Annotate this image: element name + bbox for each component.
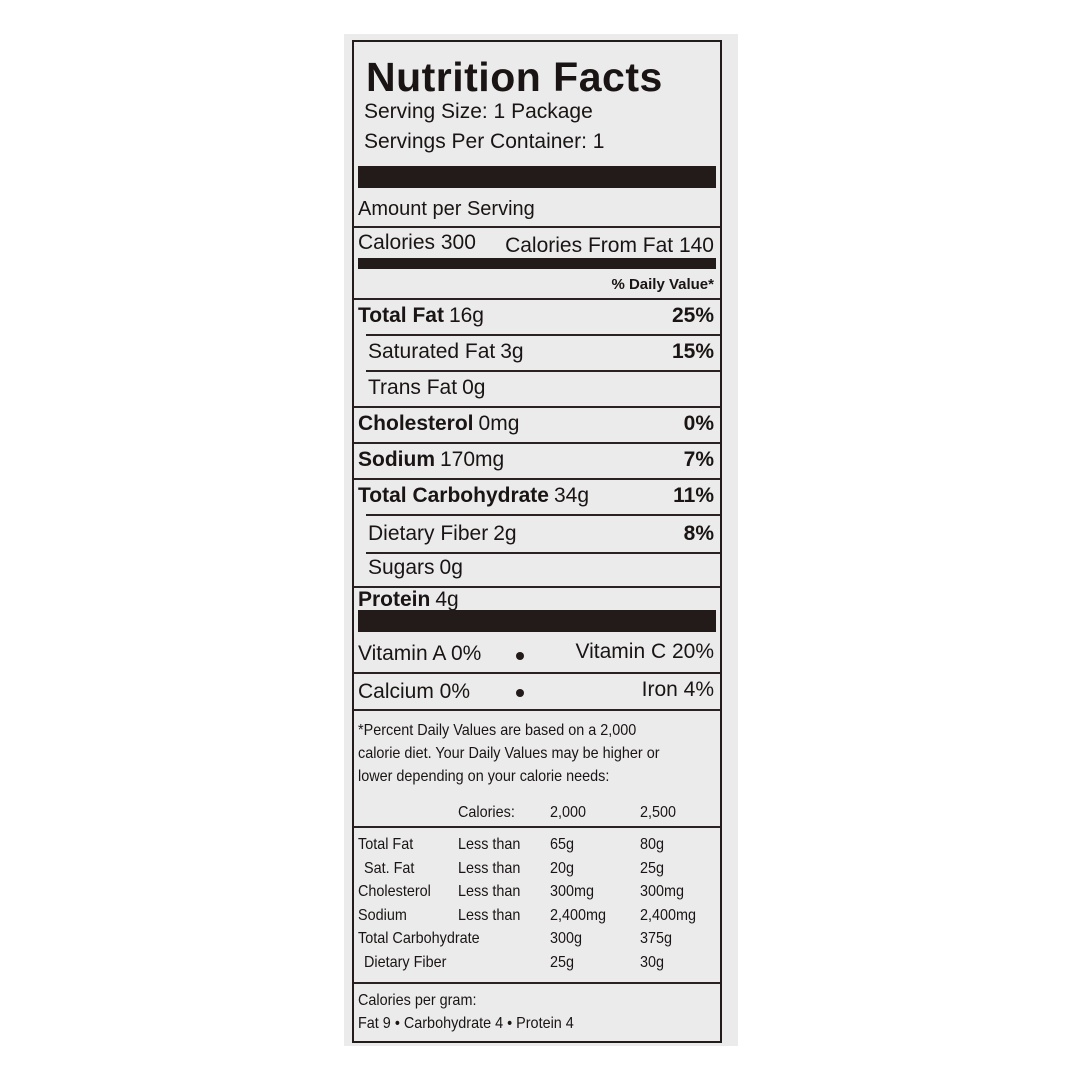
nutrient-daily-value: 11% bbox=[673, 484, 714, 507]
nutrient-daily-value: 7% bbox=[683, 448, 714, 471]
iron: Iron 4% bbox=[641, 678, 714, 701]
daily-value-header: % Daily Value* bbox=[611, 276, 714, 293]
divider bbox=[366, 514, 720, 516]
nutrient-name: Sugars bbox=[368, 556, 435, 579]
nutrient-daily-value: 8% bbox=[683, 522, 714, 545]
nutrient-name: Saturated Fat bbox=[368, 340, 496, 363]
nutrient-name: Total Fat bbox=[358, 304, 444, 327]
nutrient-row: Protein 4g bbox=[358, 588, 459, 612]
dv-table-cell: Less than bbox=[458, 883, 521, 900]
divider bbox=[354, 298, 720, 300]
divider bbox=[366, 370, 720, 372]
nutrient-row: Sodium 170mg bbox=[358, 448, 504, 472]
dv-table-cell: Total Carbohydrate bbox=[358, 930, 480, 947]
nutrient-name: Protein bbox=[358, 588, 431, 611]
dv-table-cell: 375g bbox=[640, 930, 673, 947]
amount-per-serving: Amount per Serving bbox=[358, 198, 535, 220]
nutrient-row: Sugars 0g bbox=[368, 556, 463, 580]
dv-table-cell: Total Fat bbox=[358, 836, 414, 853]
footnote-line: *Percent Daily Values are based on a 2,0… bbox=[358, 722, 637, 739]
dv-table-cell: Sodium bbox=[358, 906, 407, 924]
label-background bbox=[344, 34, 738, 1046]
dv-table-cell: Sat. Fat bbox=[364, 859, 415, 877]
nutrient-amount: 16g bbox=[448, 304, 484, 327]
nutrient-name: Total Carbohydrate bbox=[358, 484, 549, 507]
calcium: Calcium 0% bbox=[358, 680, 471, 703]
nutrient-amount: 3g bbox=[500, 340, 524, 363]
thick-divider bbox=[358, 610, 716, 632]
medium-divider bbox=[358, 258, 716, 269]
nutrient-name: Dietary Fiber bbox=[368, 522, 489, 545]
nutrient-amount: 0g bbox=[462, 376, 486, 399]
nutrient-amount: 4g bbox=[435, 588, 459, 611]
vitamin-a: Vitamin A 0% bbox=[358, 642, 482, 665]
footnote-line: calorie diet. Your Daily Values may be h… bbox=[358, 745, 660, 762]
dv-table-header: 2,500 bbox=[640, 804, 677, 821]
bullet-icon bbox=[516, 689, 524, 697]
divider bbox=[354, 478, 720, 480]
nutrient-daily-value: 0% bbox=[683, 412, 714, 435]
calories-per-gram-label: Calories per gram: bbox=[358, 992, 477, 1009]
calories-label: Calories 300 bbox=[358, 231, 476, 254]
nutrient-amount: 0g bbox=[439, 556, 463, 579]
dv-table-header: Calories: bbox=[458, 804, 515, 821]
dv-table-cell: 300mg bbox=[640, 883, 685, 900]
nutrient-amount: 2g bbox=[493, 522, 517, 545]
nutrient-row: Dietary Fiber 2g bbox=[368, 522, 517, 546]
divider bbox=[366, 334, 720, 336]
dv-table-cell: 30g bbox=[640, 953, 665, 971]
dv-table-cell: 20g bbox=[550, 859, 575, 877]
calories-from-fat: Calories From Fat 140 bbox=[505, 234, 714, 257]
divider bbox=[354, 586, 720, 588]
divider bbox=[354, 406, 720, 408]
divider bbox=[354, 442, 720, 444]
dv-table-cell: 2,400mg bbox=[640, 906, 697, 924]
dv-table-cell: 25g bbox=[640, 859, 665, 877]
vitamin-c: Vitamin C 20% bbox=[575, 640, 714, 663]
nutrient-daily-value: 25% bbox=[671, 304, 714, 327]
dv-table-cell: 25g bbox=[550, 953, 575, 971]
nutrient-name: Trans Fat bbox=[368, 376, 458, 399]
divider bbox=[354, 672, 720, 674]
nutrient-amount: 170mg bbox=[440, 448, 505, 471]
servings-per-container: Servings Per Container: 1 bbox=[364, 130, 605, 153]
nutrient-row: Trans Fat 0g bbox=[368, 376, 485, 400]
divider bbox=[354, 226, 720, 228]
serving-size: Serving Size: 1 Package bbox=[364, 100, 593, 123]
dv-table-cell: Less than bbox=[458, 906, 521, 924]
thick-divider bbox=[358, 166, 716, 188]
bullet-icon bbox=[516, 652, 524, 660]
dv-table-cell: 2,400mg bbox=[550, 906, 607, 924]
nutrient-name: Cholesterol bbox=[358, 412, 474, 435]
nutrient-row: Total Fat 16g bbox=[358, 304, 484, 328]
nutrition-facts-label: Nutrition Facts Serving Size: 1 Package … bbox=[352, 40, 722, 1043]
nutrient-row: Total Carbohydrate 34g bbox=[358, 484, 589, 508]
dv-table-cell: 300mg bbox=[550, 883, 595, 900]
divider bbox=[366, 552, 720, 554]
divider bbox=[354, 709, 720, 711]
dv-table-cell: 80g bbox=[640, 836, 665, 853]
footnote-line: lower depending on your calorie needs: bbox=[358, 768, 610, 785]
dv-table-header: 2,000 bbox=[550, 804, 587, 821]
dv-table-cell: Cholesterol bbox=[358, 883, 431, 900]
dv-table-cell: Less than bbox=[458, 836, 521, 853]
nutrient-daily-value: 15% bbox=[671, 340, 714, 363]
nutrient-amount: 0mg bbox=[478, 412, 520, 435]
divider bbox=[354, 982, 720, 984]
dv-table-cell: Less than bbox=[458, 859, 521, 877]
nutrient-row: Cholesterol 0mg bbox=[358, 412, 519, 436]
dv-table-cell: Dietary Fiber bbox=[364, 953, 447, 971]
dv-table-cell: 300g bbox=[550, 930, 583, 947]
nutrient-amount: 34g bbox=[553, 484, 590, 507]
nutrient-row: Saturated Fat 3g bbox=[368, 340, 524, 364]
calories-per-gram-values: Fat 9 • Carbohydrate 4 • Protein 4 bbox=[358, 1015, 574, 1032]
divider bbox=[354, 826, 720, 828]
nutrient-name: Sodium bbox=[358, 448, 435, 471]
dv-table-cell: 65g bbox=[550, 836, 575, 853]
label-title: Nutrition Facts bbox=[366, 54, 663, 100]
